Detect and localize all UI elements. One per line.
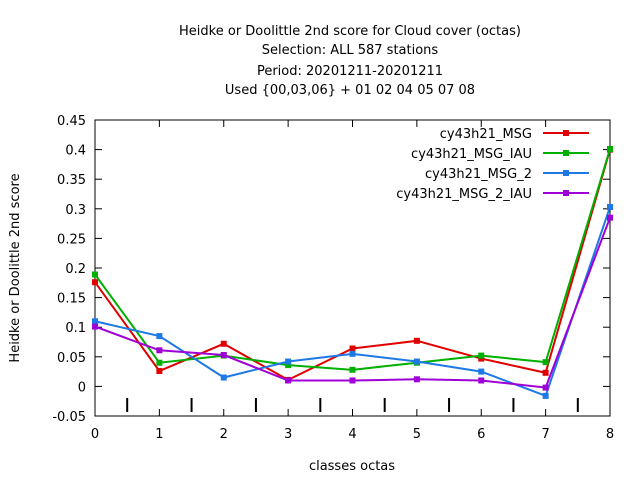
- x-tick-label: 7: [541, 427, 549, 442]
- legend-label: cy43h21_MSG: [440, 127, 532, 142]
- y-tick-label: 0.05: [57, 351, 86, 366]
- data-point: [542, 369, 549, 376]
- data-point: [413, 337, 420, 344]
- title-line-4: Used {00,03,06} + 01 02 04 05 07 08: [225, 83, 475, 98]
- x-tick-label: 4: [348, 427, 356, 442]
- data-point: [607, 204, 613, 211]
- data-point: [285, 358, 292, 365]
- y-tick-label: -0.05: [52, 410, 86, 425]
- series-cy43h21_MSG_IAU: [92, 146, 613, 373]
- x-tick-label: 8: [606, 427, 614, 442]
- x-tick-label: 2: [220, 427, 228, 442]
- data-point: [92, 279, 98, 286]
- y-axis: -0.05 0 0.05 0.1 0.15 0.2 0.25 0.3 0.35 0.4 0.45: [52, 114, 610, 425]
- data-point: [220, 340, 227, 347]
- series-line: [94, 148, 611, 371]
- title-line-3: Period: 20201211-20201211: [257, 64, 443, 79]
- x-tick-label: 5: [413, 427, 421, 442]
- data-point: [542, 392, 549, 399]
- legend-swatch-marker: [563, 130, 569, 136]
- y-tick-label: 0.3: [65, 203, 86, 218]
- data-point: [92, 323, 98, 330]
- y-tick-label: 0.45: [57, 114, 86, 129]
- data-point: [92, 271, 98, 278]
- legend-label: cy43h21_MSG_2: [425, 167, 532, 182]
- x-tick-label: 0: [91, 427, 99, 442]
- legend-label: cy43h21_MSG_2_IAU: [396, 187, 532, 202]
- data-point: [413, 376, 420, 383]
- data-point: [478, 377, 485, 384]
- category-markers: [126, 398, 579, 412]
- data-point: [156, 368, 163, 375]
- y-tick-label: 0.15: [57, 292, 86, 307]
- data-point: [349, 377, 356, 384]
- data-point: [478, 368, 485, 375]
- data-point: [92, 318, 98, 325]
- chart-title: Heidke or Doolittle 2nd score for Cloud …: [179, 24, 521, 98]
- data-point: [156, 347, 163, 354]
- legend: cy43h21_MSG cy43h21_MSG_IAU cy43h21_MSG_2c…: [396, 127, 589, 202]
- data-point: [220, 352, 227, 359]
- data-point: [349, 345, 356, 352]
- data-point: [285, 362, 292, 369]
- data-point: [413, 358, 420, 365]
- data-point: [542, 359, 549, 366]
- data-point: [156, 333, 163, 340]
- y-tick-label: 0.1: [65, 321, 86, 336]
- series-cy43h21_MSG: [92, 146, 613, 383]
- data-point: [156, 359, 163, 366]
- y-tick-label: 0.2: [65, 262, 86, 277]
- data-point: [607, 146, 613, 153]
- legend-swatch-marker: [563, 190, 569, 196]
- data-point: [607, 214, 613, 221]
- legend-swatch-marker: [563, 170, 569, 176]
- y-axis-label: Heidke or Doolittle 2nd score: [8, 173, 23, 362]
- y-tick-label: 0.4: [65, 144, 86, 159]
- title-line-1: Heidke or Doolittle 2nd score for Cloud …: [179, 24, 521, 39]
- y-tick-label: 0: [78, 380, 86, 395]
- data-point: [220, 374, 227, 381]
- x-axis-label: classes octas: [309, 459, 395, 474]
- x-axis: 0 1 2 3 4 5 6 7 8: [91, 120, 614, 442]
- data-point: [349, 366, 356, 373]
- y-tick-label: 0.35: [57, 173, 86, 188]
- x-tick-label: 3: [284, 427, 292, 442]
- title-line-2: Selection: ALL 587 stations: [262, 43, 439, 58]
- data-point: [285, 377, 292, 384]
- data-point: [349, 350, 356, 357]
- data-point: [542, 384, 549, 391]
- series-cy43h21_MSG_2_IAU: [92, 214, 613, 391]
- series-group: [92, 146, 613, 399]
- legend-label: cy43h21_MSG_IAU: [411, 147, 532, 162]
- data-point: [478, 352, 485, 359]
- y-tick-label: 0.25: [57, 232, 86, 247]
- x-tick-label: 6: [477, 427, 485, 442]
- legend-swatch-marker: [563, 150, 569, 156]
- x-tick-label: 1: [155, 427, 163, 442]
- series-cy43h21_MSG_2: [92, 204, 613, 399]
